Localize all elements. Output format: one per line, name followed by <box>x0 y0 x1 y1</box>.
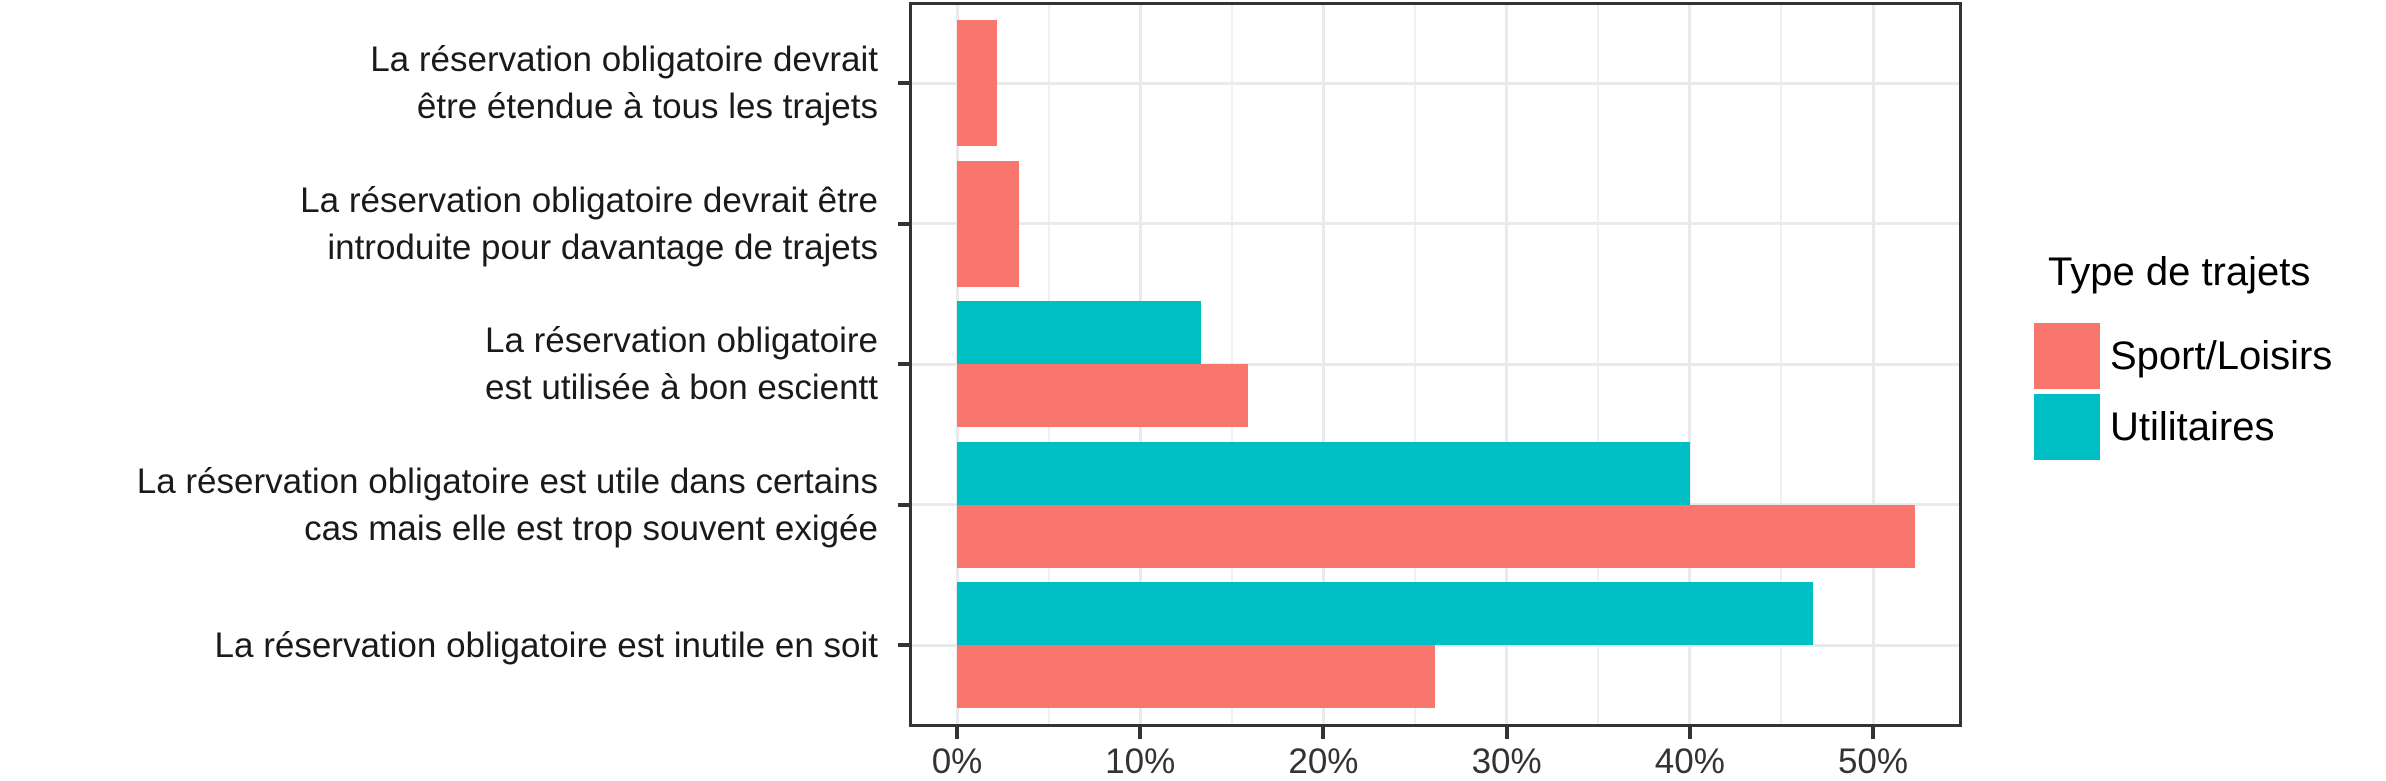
legend-title: Type de trajets <box>2048 250 2311 294</box>
bar-sport-loisirs <box>957 645 1436 708</box>
x-tick <box>1321 727 1326 739</box>
plot-panel <box>909 2 1962 727</box>
x-tick-label: 40% <box>1654 742 1725 781</box>
x-tick <box>1871 727 1875 739</box>
legend: Type de trajets Sport/Loisirs Utilitaires <box>2034 250 2332 465</box>
legend-label: Sport/Loisirs <box>2110 333 2333 378</box>
legend-entry: Sport/Loisirs <box>2034 323 2332 389</box>
legend-entry: Utilitaires <box>2034 394 2332 460</box>
y-axis-label: La réservation obligatoire est utilisée … <box>484 321 878 407</box>
grid-line-horizontal <box>912 643 1959 647</box>
bar-sport-loisirs <box>957 504 1916 568</box>
legend-key-swatch <box>2034 323 2100 389</box>
x-tick <box>1687 727 1692 739</box>
grid-line-horizontal <box>912 362 1959 366</box>
y-axis-label: La réservation obligatoire devrait être … <box>370 40 878 126</box>
legend-key-swatch <box>2034 394 2100 460</box>
x-tick-label: 30% <box>1471 742 1542 781</box>
grid-line-horizontal <box>912 81 1959 85</box>
x-tick-label: 0% <box>931 742 983 781</box>
bar-utilitaires <box>957 582 1813 645</box>
bar-sport-loisirs <box>957 20 998 146</box>
y-tick <box>898 81 910 85</box>
y-tick <box>898 221 910 226</box>
bar-sport-loisirs <box>957 364 1249 427</box>
bar-sport-loisirs <box>957 160 1020 287</box>
bar-utilitaires <box>957 441 1690 505</box>
y-axis-label: La réservation obligatoire est utile dan… <box>136 461 878 548</box>
y-axis-label: La réservation obligatoire devrait être … <box>300 180 878 267</box>
y-tick <box>898 643 910 647</box>
x-tick <box>955 727 959 739</box>
x-tick <box>1138 727 1143 739</box>
grid-line-horizontal <box>912 222 1959 225</box>
legend-label: Utilitaires <box>2110 404 2275 449</box>
y-axis-label: La réservation obligatoire est inutile e… <box>214 625 878 665</box>
x-tick <box>1504 727 1509 739</box>
bar-utilitaires <box>957 301 1201 364</box>
x-tick-label: 10% <box>1105 742 1176 781</box>
x-tick-label: 50% <box>1837 742 1909 781</box>
y-tick <box>898 502 910 507</box>
y-tick <box>898 362 910 366</box>
legend-entries: Sport/Loisirs Utilitaires <box>2034 323 2332 460</box>
x-tick-label: 20% <box>1288 742 1359 781</box>
